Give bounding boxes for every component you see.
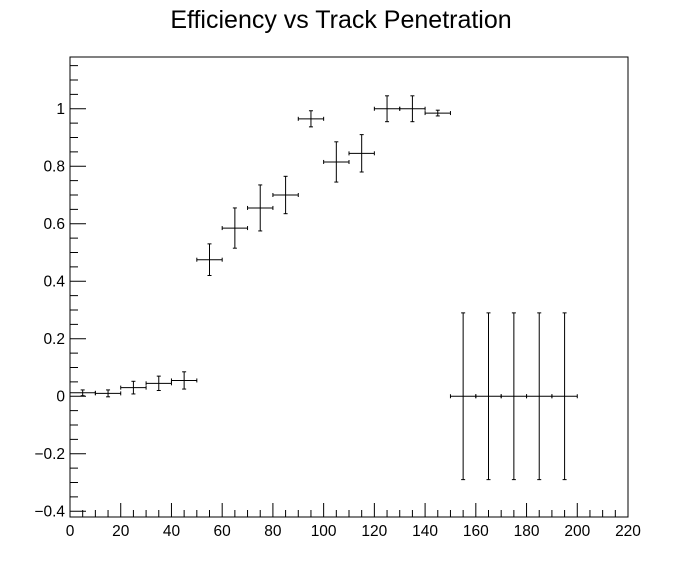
data-point — [170, 371, 198, 390]
y-tick-label: 0.6 — [43, 216, 65, 233]
y-tick-label: 0.4 — [43, 273, 65, 290]
data-point — [323, 141, 350, 183]
y-tick-label: 0.2 — [43, 331, 65, 348]
y-tick-label: −0.2 — [34, 446, 65, 463]
data-point — [272, 175, 299, 215]
data-point — [120, 380, 147, 395]
data-point — [297, 110, 325, 128]
data-point — [551, 312, 578, 481]
data-point — [424, 109, 451, 117]
x-tick-label: 180 — [514, 523, 540, 540]
data-point — [526, 312, 553, 481]
data-point — [475, 312, 502, 481]
x-tick-label: 220 — [615, 523, 641, 540]
data-points — [69, 95, 578, 481]
x-tick-label: 0 — [66, 523, 75, 540]
data-point — [196, 243, 223, 276]
x-tick-label: 120 — [361, 523, 387, 540]
x-axis: 0 20 40 60 80 100 120 140 160 180 200 220 — [66, 503, 641, 540]
data-point — [221, 207, 249, 249]
data-point — [449, 312, 477, 481]
y-axis: −0.4 −0.2 0 0.2 0.4 0.6 0.8 1 — [34, 65, 86, 520]
y-tick-label: 1 — [56, 101, 65, 118]
x-tick-label: 200 — [564, 523, 590, 540]
y-tick-label: −0.4 — [34, 503, 65, 520]
x-tick-label: 60 — [214, 523, 232, 540]
x-tick-label: 80 — [264, 523, 282, 540]
x-tick-label: 20 — [112, 523, 130, 540]
y-tick-label: 0 — [56, 388, 65, 405]
data-point — [145, 375, 172, 391]
data-point — [348, 134, 375, 173]
x-tick-label: 40 — [163, 523, 181, 540]
data-point — [94, 389, 122, 398]
chart-title: Efficiency vs Track Penetration — [170, 6, 511, 34]
plot-frame — [69, 56, 629, 518]
data-point — [399, 95, 426, 123]
data-point — [69, 389, 96, 397]
data-point — [373, 95, 401, 123]
data-point — [247, 184, 274, 232]
y-tick-label: 0.8 — [43, 158, 65, 175]
data-point — [500, 312, 528, 481]
x-tick-label: 160 — [463, 523, 489, 540]
x-tick-label: 140 — [412, 523, 438, 540]
x-tick-label: 100 — [311, 523, 337, 540]
